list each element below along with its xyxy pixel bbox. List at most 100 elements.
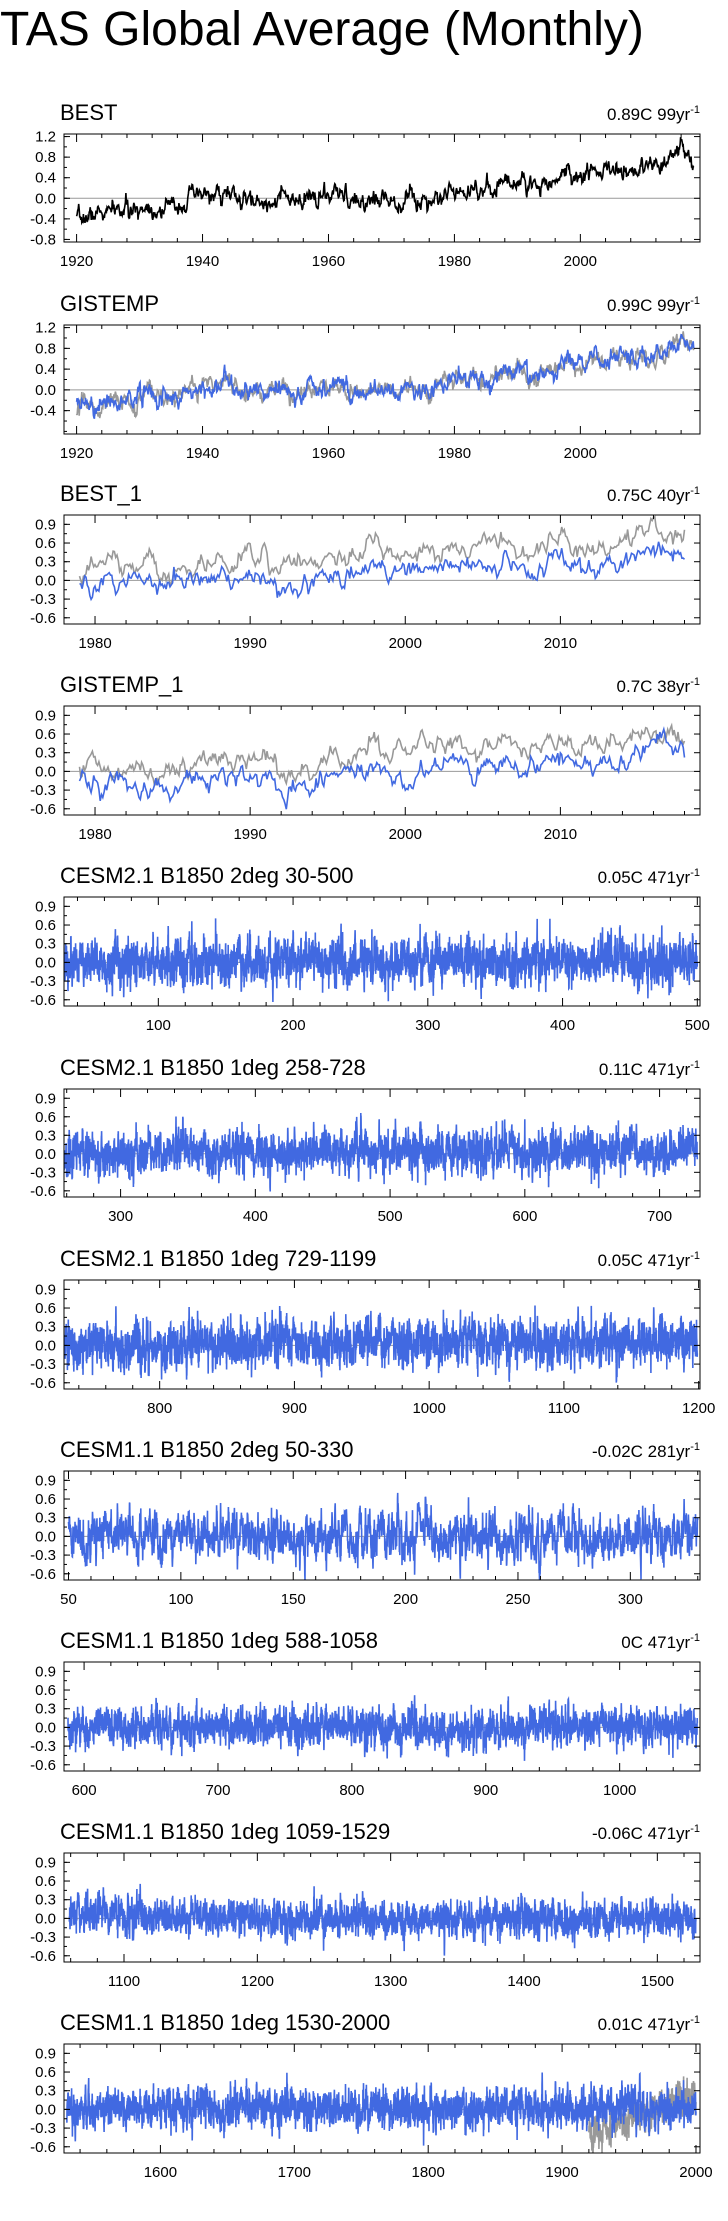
y-tick-label: -0.4 [30,403,56,420]
x-tick-label: 1300 [374,1973,407,1990]
x-tick-label: 1700 [278,2164,311,2181]
x-tick-label: 1980 [438,253,471,270]
y-tick-label: 0.3 [35,745,56,762]
y-tick-label: 0.0 [35,1146,56,1163]
y-tick-label: 0.4 [35,361,56,378]
y-tick-label: -0.4 [30,211,56,228]
data-series-line [75,333,695,420]
y-tick-label: 0.6 [35,917,56,934]
trend-exponent: -1 [690,104,700,116]
y-tick-label: 0.0 [35,954,56,971]
chart-panel-9: CESM1.1 B1850 1deg 588-1058 0C 471yr-1 -0.… [30,1628,701,1799]
y-tick-label: 0.0 [35,1528,56,1545]
data-series-line [64,1112,699,1192]
x-tick-label: 1000 [412,1400,445,1417]
x-tick-label: 1400 [507,1973,540,1990]
y-tick-label: -0.6 [30,1183,56,1200]
y-tick-label: -0.6 [30,2139,56,2156]
trend-exponent: -1 [690,2014,700,2026]
x-tick-label: 700 [647,1208,672,1225]
y-tick-label: -0.3 [30,1356,56,1373]
x-tick-label: 900 [473,1782,498,1799]
plot-frame [63,1279,701,1390]
y-tick-label: 0.8 [35,340,56,357]
y-tick-label: 0.9 [35,1854,56,1871]
x-tick-label: 600 [512,1208,537,1225]
data-series-line [67,1695,699,1761]
chart-panel-3: BEST_1 0.75C 40yr-1 -0.6 -0.3 0.00.3 0.6 0.9 19… [30,481,701,652]
x-tick-label: 1980 [78,635,111,652]
panel-title: CESM1.1 B1850 1deg 1059-1529 [60,1819,390,1844]
x-tick-label: 1600 [144,2164,177,2181]
panel-trend: 0.05C 471yr-1 [598,867,700,887]
panel-title: GISTEMP [60,291,159,316]
y-tick-label: -0.3 [30,1738,56,1755]
x-tick-label: 1100 [548,1400,580,1417]
y-tick-label: -0.6 [30,610,56,627]
panel-title: CESM2.1 B1850 1deg 729-1199 [60,1246,376,1271]
x-tick-label: 300 [415,1017,440,1034]
x-tick-label: 2000 [564,445,597,462]
y-tick-label: -0.6 [30,1948,56,1965]
data-series-line [78,726,686,810]
y-tick-label: 0.3 [35,1892,56,1909]
y-tick-label: 1.2 [35,129,56,146]
y-tick-label: 0.3 [35,1510,56,1527]
y-tick-label: -0.6 [30,1375,56,1392]
data-series-line [67,1492,699,1580]
x-tick-label: 800 [339,1782,364,1799]
page-title: TAS Global Average (Monthly) [0,3,644,56]
data-series-line [79,541,686,602]
x-tick-label: 1000 [603,1782,636,1799]
x-tick-label: 700 [205,1782,230,1799]
y-tick-label: 0.0 [35,1719,56,1736]
panel-trend: 0.75C 40yr-1 [607,485,700,505]
y-tick-label: -0.6 [30,801,56,818]
x-tick-label: 400 [550,1017,575,1034]
y-tick-label: -0.6 [30,1757,56,1774]
x-tick-label: 500 [685,1017,710,1034]
x-tick-label: 50 [60,1591,77,1608]
y-tick-label: 0.3 [35,2083,56,2100]
x-tick-label: 1800 [412,2164,445,2181]
trend-exponent: -1 [690,1632,700,1644]
data-series-line [65,2071,697,2146]
y-tick-label: 0.3 [35,1127,56,1144]
x-tick-label: 1990 [233,826,266,843]
y-tick-label: 0.6 [35,1491,56,1508]
y-tick-label: 0.0 [35,1337,56,1354]
y-tick-label: -0.8 [30,231,56,248]
y-tick-label: 0.6 [35,726,56,743]
x-tick-label: 1980 [78,826,111,843]
chart-panel-1: BEST 0.89C 99yr-1 -0.8 -0.4 0.0 0.4 0.8 1.2 1920… [30,100,701,270]
y-tick-label: 0.6 [35,535,56,552]
x-tick-label: 400 [243,1208,268,1225]
y-tick-label: -0.3 [30,1547,56,1564]
x-tick-label: 2000 [389,826,422,843]
x-tick-label: 1940 [186,253,219,270]
x-tick-label: 300 [618,1591,643,1608]
reference-series-line [75,331,695,419]
plot-frame [63,1661,701,1772]
x-tick-label: 2010 [544,635,577,652]
trend-exponent: -1 [690,1250,700,1262]
x-tick-label: 100 [146,1017,171,1034]
y-tick-label: 0.9 [35,707,56,724]
chart-panel-2: GISTEMP 0.99C 99yr-1 -0.4 0.0 0.4 0.8 1.2 1920 1… [30,291,701,462]
x-tick-label: 1960 [312,253,345,270]
x-tick-label: 300 [108,1208,133,1225]
x-tick-label: 2000 [389,635,422,652]
chart-panel-4: GISTEMP_1 0.7C 38yr-1 -0.6 -0.3 0.00.3 0.6 0.9… [30,672,701,843]
x-tick-label: 250 [505,1591,530,1608]
x-tick-label: 1990 [233,635,266,652]
y-tick-label: -0.3 [30,2120,56,2137]
y-tick-label: -0.3 [30,1929,56,1946]
y-tick-label: 0.8 [35,149,56,166]
chart-panel-11: CESM1.1 B1850 1deg 1530-2000 0.01C 471yr-… [30,2010,713,2181]
plot-frame [63,1088,701,1198]
y-tick-label: 0.9 [35,898,56,915]
trend-exponent: -1 [690,1823,700,1835]
y-tick-label: 0.3 [35,936,56,953]
y-tick-label: -0.3 [30,782,56,799]
